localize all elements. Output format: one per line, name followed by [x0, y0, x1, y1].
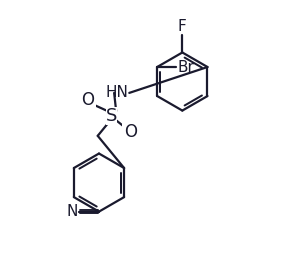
Text: Br: Br — [177, 59, 194, 74]
Text: O: O — [81, 91, 94, 109]
Text: S: S — [106, 107, 117, 125]
Text: F: F — [178, 19, 187, 34]
Text: N: N — [66, 204, 77, 219]
Text: HN: HN — [105, 85, 128, 100]
Text: O: O — [124, 123, 137, 141]
